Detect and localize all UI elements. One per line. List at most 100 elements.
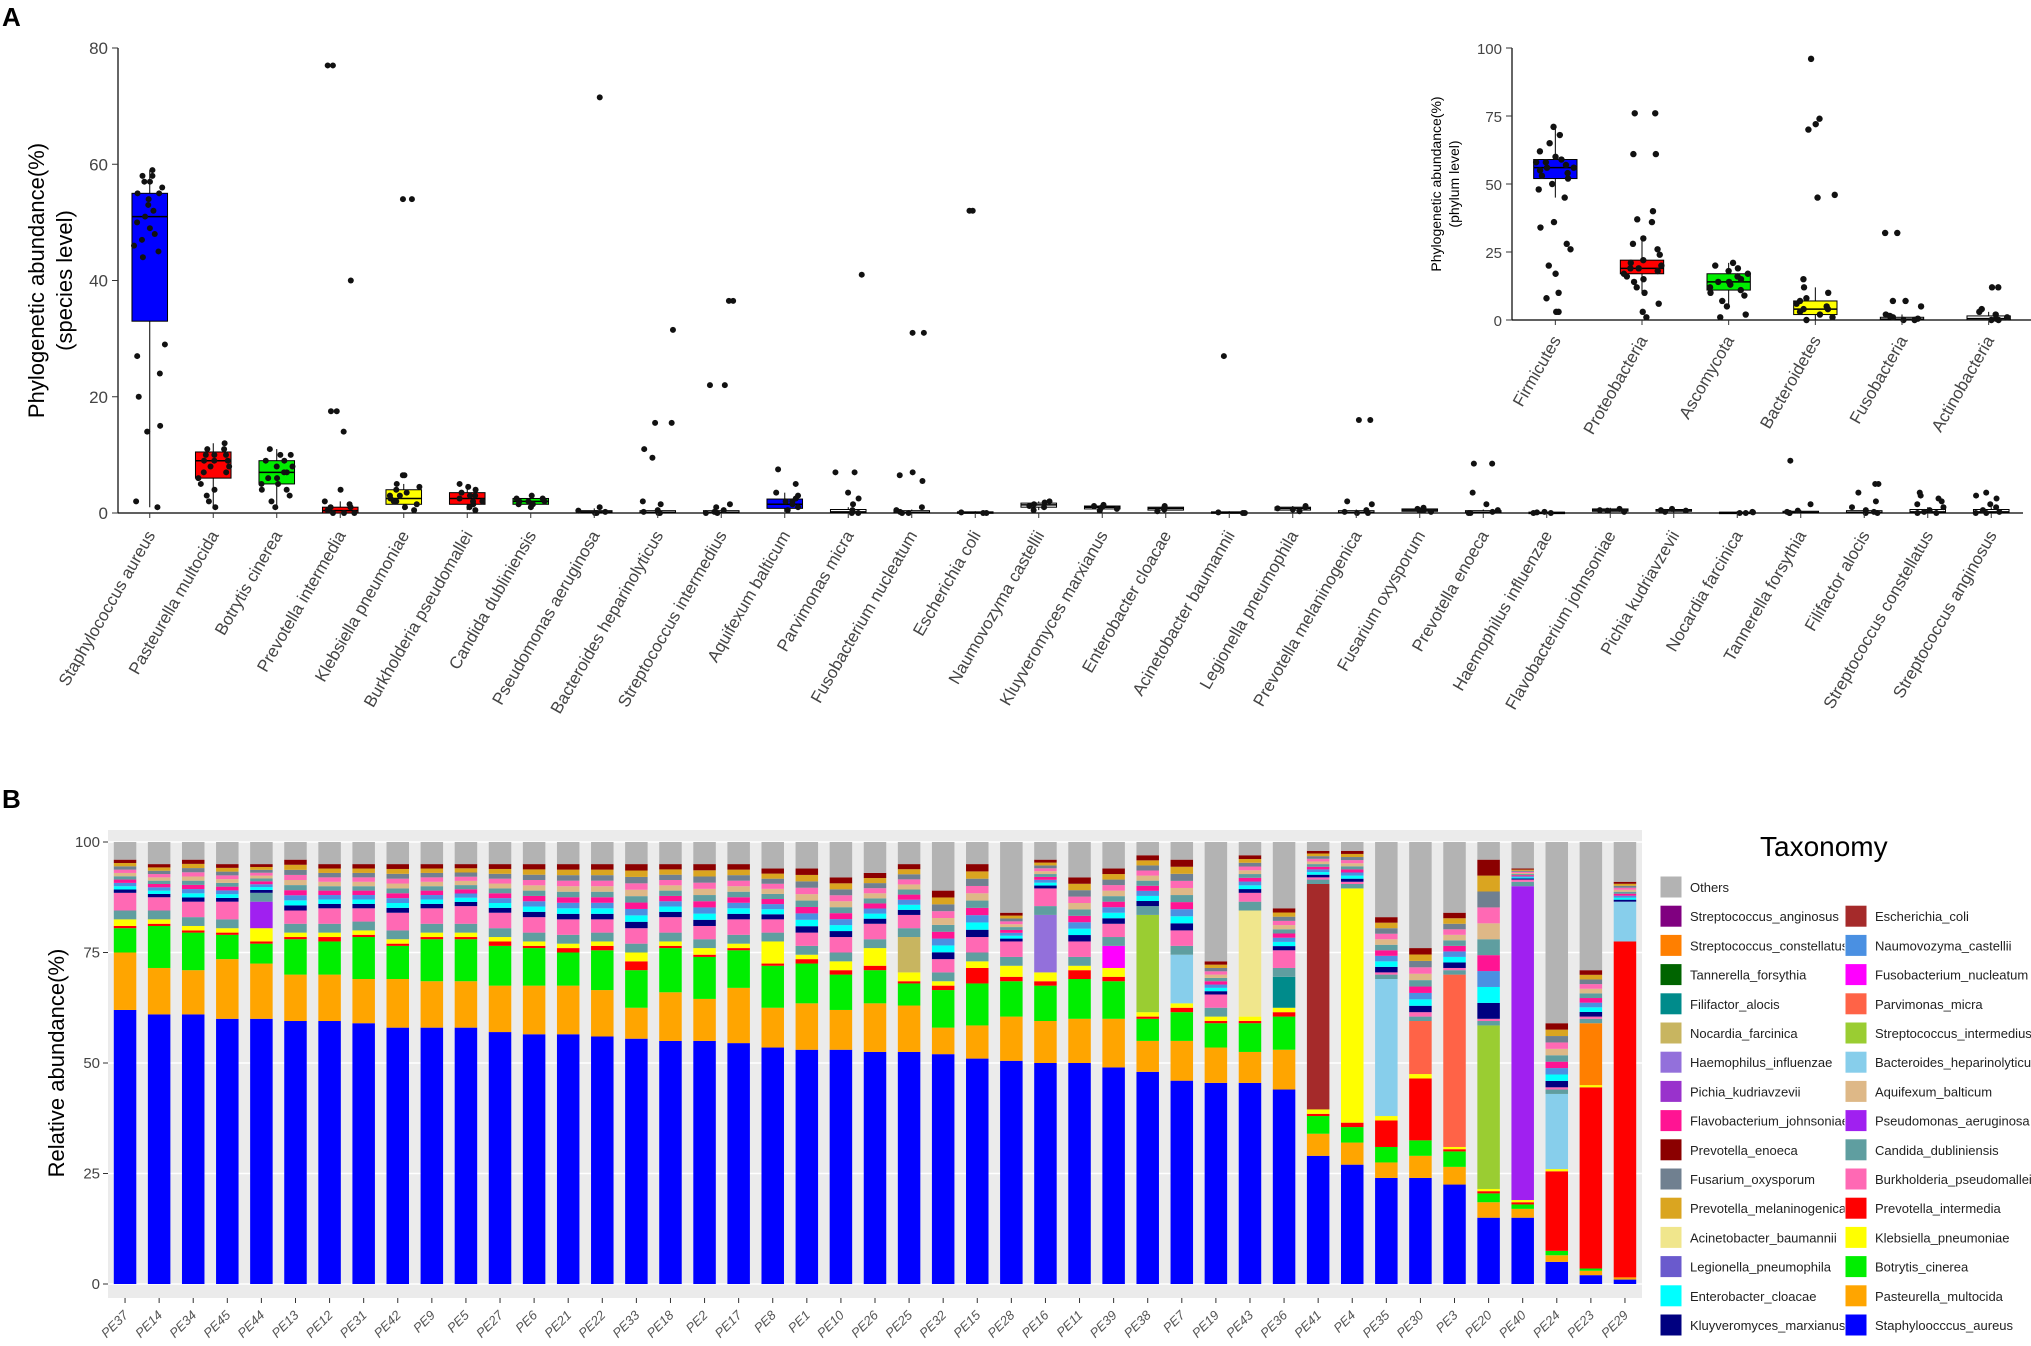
bar-segment [1545, 1250, 1569, 1256]
data-point [413, 501, 420, 508]
data-point [144, 428, 151, 435]
bar-segment [829, 913, 853, 920]
bar-segment [147, 925, 171, 968]
data-point [721, 382, 728, 389]
bar-segment [1000, 938, 1023, 942]
bar-segment [1613, 897, 1637, 900]
bar-segment [556, 952, 580, 986]
bar-segment [454, 868, 478, 873]
panel-label-b: B [2, 784, 21, 814]
bar-segment [386, 939, 410, 944]
bar-segment [795, 900, 819, 907]
bar-segment [659, 1040, 682, 1284]
data-point [528, 492, 535, 499]
bar-segment [556, 913, 580, 920]
data-point [346, 501, 353, 508]
bar-segment [488, 873, 512, 879]
data-point [472, 507, 479, 514]
data-point [1483, 501, 1490, 508]
bar-segment [284, 1021, 307, 1284]
data-point [668, 419, 675, 426]
data-point [207, 463, 214, 470]
bar-segment [966, 1058, 989, 1284]
bar-segment [966, 967, 989, 984]
bar-segment [1477, 939, 1500, 956]
x-tick-label: Kluyveromyces marxianus [996, 528, 1112, 709]
data-point [1742, 311, 1749, 318]
bar-segment [352, 903, 375, 909]
sample-label: PE21 [541, 1308, 574, 1341]
data-point [1215, 509, 1222, 516]
bar-segment-others [795, 842, 819, 869]
data-point [855, 495, 862, 502]
data-point [1616, 505, 1623, 512]
bar-segment [522, 941, 546, 946]
bar-segment [625, 876, 648, 884]
bar-segment [420, 890, 444, 896]
bar-segment [761, 914, 784, 920]
data-point [472, 486, 479, 493]
legend-swatch [1659, 1313, 1683, 1337]
bar-segment [1340, 850, 1364, 854]
bar-segment [693, 919, 716, 926]
bar-segment [897, 1051, 921, 1284]
bar-segment [318, 890, 341, 896]
bar-segment [386, 898, 410, 903]
bar-segment [1238, 874, 1262, 878]
bar-segment [1613, 893, 1637, 896]
data-point [1640, 235, 1647, 242]
bar-segment [727, 908, 750, 914]
bar-segment [1545, 1036, 1569, 1043]
bar-segment [181, 876, 205, 881]
data-point [641, 446, 648, 453]
data-point [1494, 507, 1501, 514]
y-tick-label: 25 [1485, 245, 1502, 262]
bar-segment [420, 895, 444, 900]
bar-segment [625, 902, 648, 909]
sample-label: PE27 [473, 1307, 507, 1341]
bar-segment [488, 883, 512, 889]
sample-label: PE36 [1257, 1307, 1291, 1341]
bar-segment [352, 930, 375, 935]
bar-segment [1477, 971, 1500, 987]
bar-segment [488, 928, 512, 938]
sample-label: PE3 [1433, 1307, 1462, 1336]
legend-label: Fusobacterium_nucleatum [1875, 968, 2028, 983]
bar-segment [1136, 1012, 1159, 1017]
bar-segment [1034, 888, 1057, 907]
data-point [145, 201, 152, 208]
bar-segment [591, 880, 614, 887]
bar-segment [795, 932, 819, 946]
bar-segment [795, 919, 819, 927]
data-point [1604, 507, 1611, 514]
bar-segment [488, 945, 512, 986]
bar-segment [454, 864, 478, 869]
bar-segment [318, 908, 341, 924]
bar-segment [863, 1003, 887, 1052]
bar-segment [420, 981, 444, 1028]
data-point [1938, 498, 1945, 505]
bar-segment [1545, 1061, 1569, 1069]
bar-segment [113, 879, 137, 883]
bar-segment [1340, 1127, 1364, 1143]
bar-segment [659, 948, 682, 993]
bar-segment [1170, 909, 1194, 917]
bar-segment [1579, 1085, 1603, 1088]
bar-segment [1170, 859, 1194, 867]
bar-segment [1409, 986, 1432, 993]
bar-segment [1238, 859, 1262, 863]
data-point [596, 94, 603, 101]
bar-segment [795, 963, 819, 1004]
bar-segment [284, 910, 307, 924]
bar-segment [1136, 875, 1159, 881]
y-tick-label: 100 [1477, 41, 1502, 58]
data-point [1741, 292, 1748, 299]
bar-segment [1272, 920, 1296, 926]
data-point [139, 172, 146, 179]
bar-segment [625, 961, 648, 971]
sample-label: PE24 [1530, 1308, 1563, 1341]
bar-segment [1068, 890, 1091, 897]
data-point [1274, 505, 1281, 512]
bar-segment [1238, 892, 1262, 902]
bar-segment [1579, 1275, 1603, 1284]
